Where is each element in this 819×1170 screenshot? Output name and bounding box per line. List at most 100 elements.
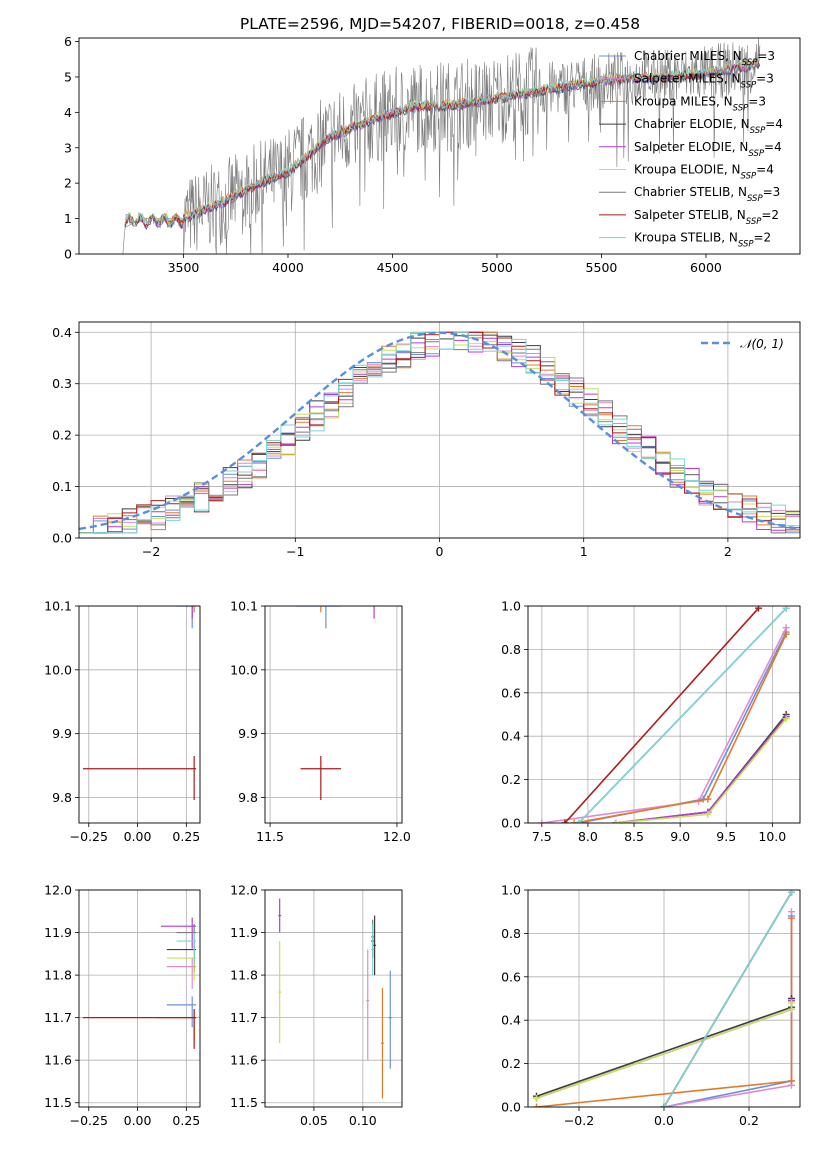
mass-vs-Z-axes: −0.25 0.00 0.25 11.5 11.6 11.7 11.8 11.9 12.0 [44, 883, 200, 1129]
y-tick-label: 5 [64, 69, 72, 84]
y-tick-label: 9.8 [238, 790, 258, 805]
legend-label-end: =2 [754, 231, 772, 245]
age-vs-Z-axes: −0.25 0.00 0.25 9.8 9.9 10.0 10.1 [44, 599, 200, 845]
legend-label-kroupa-elodie: Kroupa ELODIE, NSSP=4 [634, 163, 774, 182]
mass-weight-vs-Z-kroupa-miles-point [788, 1077, 795, 1085]
mass-weight-vs-age-kroupa-elodie-line [615, 718, 787, 823]
y-tick-label: 0.0 [501, 1100, 521, 1115]
y-tick-label: 0.4 [52, 325, 72, 340]
age-vs-Z-points [82, 606, 197, 801]
legend-label-main: Salpeter STELIB, N [634, 208, 746, 222]
y-tick-label: 12.0 [230, 883, 258, 898]
mass-weight-vs-age-kroupa-elodie-point [612, 819, 620, 823]
axes-frame [527, 889, 801, 1108]
mass-weight-vs-Z-kroupa-elodie-point [533, 1094, 540, 1102]
mass-weight-vs-age-salpeter-elodie-line [615, 716, 787, 823]
mass-weight-vs-age-salpeter-miles-line [541, 627, 787, 823]
y-tick-label: 0.3 [52, 376, 72, 391]
x-tick-label: 5000 [481, 260, 513, 275]
x-tick-label: 10.0 [758, 829, 786, 844]
mass-weight-vs-Z-kroupa-miles-point [533, 1103, 540, 1107]
y-tick-label: 0 [64, 247, 72, 262]
y-tick-label: 0.0 [501, 816, 521, 831]
mass-weight-vs-age-salpeter-stelib-point [755, 606, 763, 612]
y-tick-label: 1 [64, 211, 72, 226]
y-tick-label: 11.5 [230, 1095, 258, 1110]
x-tick-label: 5500 [586, 260, 618, 275]
axes-frame [264, 605, 403, 824]
legend-label-sub: SSP [742, 58, 758, 68]
mass-weight-vs-age-kroupa-miles-point [782, 630, 790, 638]
y-tick-label: 11.8 [44, 968, 72, 983]
legend-label-sub: SSP [750, 126, 766, 136]
mass-weight-vs-Z-chabrier-miles-line [663, 916, 793, 1107]
x-tick-label: −1 [286, 544, 304, 559]
mass-weight-vs-age-kroupa-stelib-line [578, 607, 787, 823]
x-tick-label: 9.5 [716, 829, 736, 844]
y-tick-label: 0.4 [501, 729, 521, 744]
x-tick-label: 11.5 [256, 829, 284, 844]
y-tick-label: 11.5 [44, 1095, 72, 1110]
y-tick-label: 1.0 [501, 599, 521, 614]
legend-label-main: Salpeter ELODIE, N [634, 140, 748, 154]
y-tick-label: 4 [64, 105, 72, 120]
model-spectrum-salpeter-stelib-line [124, 59, 760, 227]
x-tick-label: 0.00 [124, 829, 152, 844]
mass-weight-vs-age-kroupa-miles-point [704, 795, 712, 803]
y-tick-label: 0.2 [501, 1056, 521, 1071]
x-tick-label: −0.25 [70, 829, 108, 844]
mass-weight-vs-age-chabrier-miles-line [578, 631, 787, 823]
y-tick-label: 0.6 [501, 969, 521, 984]
mass-weight-vs-age-kroupa-elodie-point [782, 715, 790, 723]
y-tick-label: 2 [64, 176, 72, 191]
x-tick-label: 0.25 [172, 1113, 200, 1128]
axes-frame [78, 321, 801, 539]
x-tick-label: 6000 [690, 260, 722, 275]
x-tick-label: −0.2 [564, 1113, 594, 1128]
mass-weight-vs-age-kroupa-stelib-point [575, 819, 583, 823]
x-tick-label: 7.5 [532, 829, 552, 844]
mass-weight-vs-age-axes: 7.5 8.0 8.5 9.0 9.5 10.0 0.0 0.2 0.4 0.6 0.8 1.0 [501, 599, 800, 844]
legend-label-end: =3 [757, 49, 775, 63]
y-tick-label: 10.0 [44, 662, 72, 677]
histogram-bars [79, 331, 800, 534]
legend-label-chabrier-miles: Chabrier MILES, NSSP=3 [634, 49, 775, 68]
mass-weight-vs-age-kroupa-miles-point [570, 819, 578, 823]
legend-label-main: Kroupa STELIB, N [634, 231, 738, 245]
x-tick-label: 0.2 [739, 1113, 759, 1128]
mass-vs-Z-points [82, 917, 197, 1049]
x-tick-label: 0.0 [654, 1113, 674, 1128]
legend-label-kroupa-stelib: Kroupa STELIB, NSSP=2 [634, 231, 771, 250]
spectrum-axes: 3500 4000 4500 5000 5500 6000 0 1 2 3 4 5 6 [64, 34, 722, 275]
x-tick-label: 3500 [168, 260, 200, 275]
y-tick-label: 9.9 [238, 726, 258, 741]
legend-label-sub: SSP [746, 217, 762, 227]
x-tick-label: 2 [724, 544, 732, 559]
y-tick-label: 3 [64, 140, 72, 155]
mass-weight-vs-Z-kroupa-stelib-point [660, 1103, 668, 1107]
x-tick-label: 8.0 [578, 829, 598, 844]
mass-weight-vs-age-salpeter-miles-point [782, 624, 790, 632]
x-tick-label: −0.25 [70, 1113, 108, 1128]
spectrum-traces [122, 38, 761, 254]
y-tick-label: 10.0 [230, 662, 258, 677]
y-tick-label: 9.9 [52, 726, 72, 741]
y-tick-label: 0.6 [501, 685, 521, 700]
x-tick-label: 1 [580, 544, 588, 559]
x-tick-label: 9.0 [670, 829, 690, 844]
x-tick-label: 4000 [272, 260, 304, 275]
mass-weight-vs-age-kroupa-elodie-point [704, 810, 712, 818]
legend-label-end: =3 [748, 94, 766, 108]
y-tick-label: 0.8 [501, 926, 521, 941]
x-tick-label: 8.5 [624, 829, 644, 844]
y-tick-label: 11.6 [230, 1053, 258, 1068]
mass-weight-vs-Z-salpeter-miles-line [663, 911, 793, 1107]
mass-weight-vs-age-kroupa-stelib-point [782, 606, 790, 612]
x-tick-label: 0 [436, 544, 444, 559]
y-tick-label: 0.2 [52, 428, 72, 443]
legend-label-end: =3 [756, 72, 774, 86]
y-tick-label: 11.7 [44, 1010, 72, 1025]
x-tick-label: 4500 [377, 260, 409, 275]
